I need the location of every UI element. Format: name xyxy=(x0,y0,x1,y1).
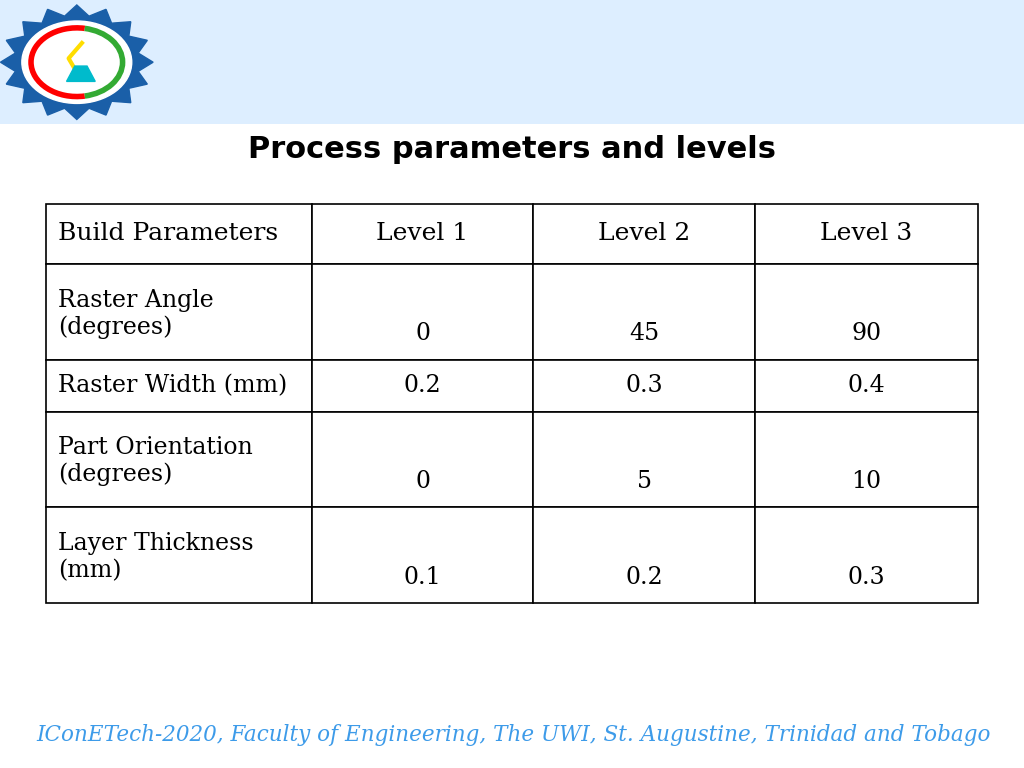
Bar xyxy=(534,359,756,412)
Text: 0.3: 0.3 xyxy=(626,374,664,397)
Bar xyxy=(756,264,978,359)
Text: 0: 0 xyxy=(415,470,430,493)
Bar xyxy=(534,508,756,603)
Bar xyxy=(311,359,534,412)
Bar xyxy=(756,359,978,412)
Text: 5: 5 xyxy=(637,470,652,493)
Text: Process parameters and levels: Process parameters and levels xyxy=(248,135,776,164)
Text: 10: 10 xyxy=(852,470,882,493)
Text: Raster Width (mm): Raster Width (mm) xyxy=(58,374,288,397)
Circle shape xyxy=(22,21,132,104)
Bar xyxy=(46,508,311,603)
Bar xyxy=(46,359,311,412)
Text: 0.2: 0.2 xyxy=(403,374,441,397)
Text: Layer Thickness
(mm): Layer Thickness (mm) xyxy=(58,532,254,582)
Bar xyxy=(756,508,978,603)
Bar xyxy=(311,508,534,603)
Bar xyxy=(46,204,311,264)
Text: IConETech-2020, Faculty of Engineering, The UWI, St. Augustine, Trinidad and Tob: IConETech-2020, Faculty of Engineering, … xyxy=(36,724,990,746)
Bar xyxy=(46,264,311,359)
Bar xyxy=(311,412,534,508)
Bar xyxy=(311,264,534,359)
Text: Build Parameters: Build Parameters xyxy=(58,223,279,246)
Polygon shape xyxy=(0,5,154,120)
Bar xyxy=(534,412,756,508)
Text: Part Orientation
(degrees): Part Orientation (degrees) xyxy=(58,436,253,486)
Bar xyxy=(756,412,978,508)
Text: 45: 45 xyxy=(630,323,659,346)
Bar xyxy=(311,204,534,264)
Bar xyxy=(46,412,311,508)
Bar xyxy=(756,204,978,264)
Text: 90: 90 xyxy=(852,323,882,346)
Text: 0.1: 0.1 xyxy=(403,565,441,588)
Text: 0.3: 0.3 xyxy=(848,565,886,588)
Text: 0.2: 0.2 xyxy=(626,565,664,588)
Text: 0: 0 xyxy=(415,323,430,346)
Text: 0.4: 0.4 xyxy=(848,374,886,397)
Bar xyxy=(534,264,756,359)
Text: Level 3: Level 3 xyxy=(820,223,912,246)
Text: Level 1: Level 1 xyxy=(377,223,469,246)
Bar xyxy=(0,0,1024,124)
Text: Raster Angle
(degrees): Raster Angle (degrees) xyxy=(58,289,214,339)
Text: Level 2: Level 2 xyxy=(598,223,690,246)
Polygon shape xyxy=(67,66,95,81)
Bar xyxy=(534,204,756,264)
